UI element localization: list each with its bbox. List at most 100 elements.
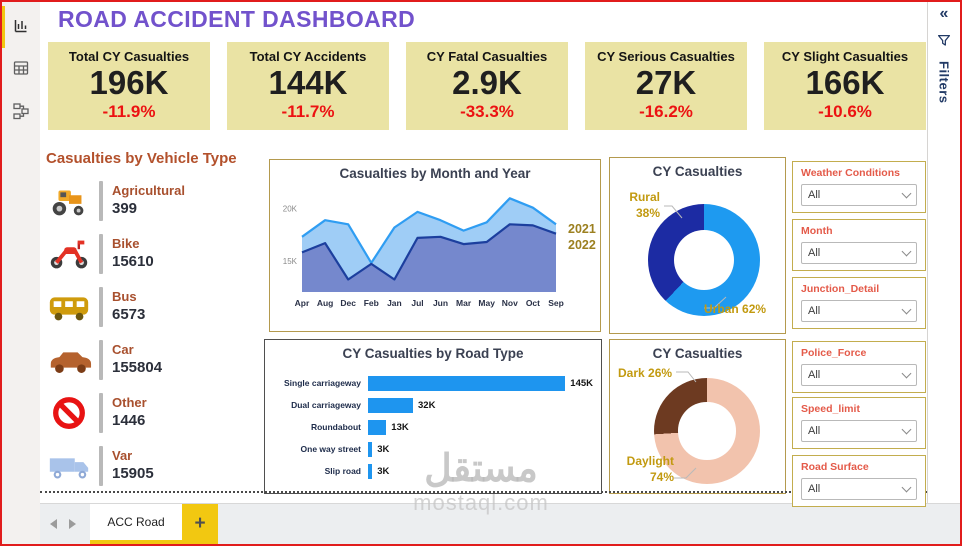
slicer-junction-detail: Junction_Detail All xyxy=(792,277,926,329)
next-page-arrow[interactable] xyxy=(69,519,76,529)
bar-category-label: One way street xyxy=(300,444,361,454)
vehicle-row-car[interactable]: Car 155804 xyxy=(42,333,266,386)
month-year-area-chart-panel[interactable]: Casualties by Month and Year 20K 15K Apr Au… xyxy=(269,159,601,332)
divider xyxy=(99,180,103,221)
kpi-total-cy-casualties[interactable]: Total CY Casualties 196K -11.9% xyxy=(48,42,210,130)
add-page-button[interactable]: + xyxy=(182,504,218,544)
urban-rural-donut[interactable] xyxy=(648,204,760,316)
road-type-bar-chart-panel[interactable]: CY Casualties by Road Type Single carria… xyxy=(264,339,602,494)
slicer-dropdown[interactable]: All xyxy=(801,420,917,442)
slicer-dropdown[interactable]: All xyxy=(801,242,917,264)
chart-title: CY Casualties by Road Type xyxy=(342,346,524,361)
view-sidebar xyxy=(2,2,41,544)
vehicle-row-other[interactable]: Other 1446 xyxy=(42,386,266,439)
vehicle-row-var[interactable]: Var 15905 xyxy=(42,439,266,492)
page-boundary-dotted-line xyxy=(40,491,927,493)
chevron-down-icon xyxy=(901,246,912,257)
kpi-row: Total CY Casualties 196K -11.9% Total CY… xyxy=(48,42,926,130)
vehicle-label: Bus xyxy=(112,288,137,304)
kpi-cy-fatal-casualties[interactable]: CY Fatal Casualties 2.9K -33.3% xyxy=(406,42,568,130)
svg-text:Jan: Jan xyxy=(387,298,402,308)
truck-icon xyxy=(42,450,96,482)
chart-legend: 2021 2022 xyxy=(568,222,596,253)
vehicle-value: 15610 xyxy=(112,252,154,270)
slicer-month: Month All xyxy=(792,219,926,271)
prev-page-arrow[interactable] xyxy=(50,519,57,529)
vehicle-value: 155804 xyxy=(112,358,163,376)
chevron-down-icon xyxy=(901,304,912,315)
divider xyxy=(99,233,103,274)
bar[interactable] xyxy=(368,463,373,479)
divider xyxy=(99,286,103,327)
svg-text:Nov: Nov xyxy=(502,298,518,308)
divider xyxy=(99,392,103,433)
bar-chart: Single carriageway 145K Dual carriageway 32… xyxy=(273,372,593,482)
slicer-dropdown[interactable]: All xyxy=(801,300,917,322)
svg-text:May: May xyxy=(478,298,495,308)
vehicle-value: 15905 xyxy=(112,464,154,482)
tab-acc-road[interactable]: ACC Road xyxy=(90,504,182,544)
data-view-button[interactable] xyxy=(2,52,40,88)
model-view-button[interactable] xyxy=(2,95,40,131)
chevron-down-icon xyxy=(901,368,912,379)
legend-2021: 2021 xyxy=(568,222,596,236)
slicer-dropdown[interactable]: All xyxy=(801,478,917,500)
slicer-police-force: Police_Force All xyxy=(792,341,926,393)
page-title: ROAD ACCIDENT DASHBOARD xyxy=(58,6,416,32)
vehicle-row-agricultural[interactable]: Agricultural 399 xyxy=(42,174,266,227)
divider xyxy=(99,445,103,486)
divider xyxy=(99,339,103,380)
kpi-value: 196K xyxy=(89,64,169,101)
slicer-dropdown[interactable]: All xyxy=(801,364,917,386)
kpi-label: Total CY Casualties xyxy=(68,49,190,64)
chart-title: Casualties by Month and Year xyxy=(339,166,531,181)
svg-text:15K: 15K xyxy=(283,257,298,266)
motorcycle-icon xyxy=(42,238,96,270)
vehicle-row-bus[interactable]: Bus 6573 xyxy=(42,280,266,333)
svg-text:20K: 20K xyxy=(283,205,298,214)
car-icon xyxy=(42,344,96,376)
filter-funnel-icon[interactable] xyxy=(935,32,953,55)
light-condition-donut-panel[interactable]: CY Casualties Dark 26% Daylight 74% xyxy=(609,339,786,494)
donut-label-daylight: Daylight 74% xyxy=(626,454,674,484)
svg-text:Feb: Feb xyxy=(364,298,379,308)
bar[interactable] xyxy=(368,441,373,457)
vehicle-label: Bike xyxy=(112,235,140,251)
bar-value-label: 32K xyxy=(418,399,436,411)
bar[interactable] xyxy=(368,375,566,391)
no-entry-icon xyxy=(42,396,96,430)
report-view-button[interactable] xyxy=(2,6,40,48)
bar-row: Single carriageway 145K xyxy=(273,372,593,394)
area-chart[interactable]: 20K 15K Apr Aug Dec Feb Jan Jul Jun Mar May Nov Oct S… xyxy=(272,184,572,320)
urban-rural-donut-panel[interactable]: CY Casualties Rural 38% Urban 62% xyxy=(609,157,786,334)
slicer-weather-conditions: Weather Conditions All xyxy=(792,161,926,213)
report-canvas: ROAD ACCIDENT DASHBOARD Total CY Casualt… xyxy=(40,2,927,507)
slicer-dropdown[interactable]: All xyxy=(801,184,917,206)
bar[interactable] xyxy=(368,397,413,413)
slicer-label: Month xyxy=(801,225,833,237)
svg-text:Mar: Mar xyxy=(456,298,472,308)
kpi-value: 27K xyxy=(635,64,697,101)
slicer-label: Weather Conditions xyxy=(801,167,900,179)
collapse-pane-button[interactable]: « xyxy=(939,5,949,22)
vehicle-label: Car xyxy=(112,341,134,357)
vehicle-row-bike[interactable]: Bike 15610 xyxy=(42,227,266,280)
svg-text:Jul: Jul xyxy=(411,298,423,308)
filters-rail: « Filters xyxy=(927,2,960,504)
bar[interactable] xyxy=(368,419,387,435)
area-series-2022[interactable] xyxy=(302,224,556,292)
kpi-total-cy-accidents[interactable]: Total CY Accidents 144K -11.7% xyxy=(227,42,389,130)
donut-label-dark: Dark 26% xyxy=(618,366,673,380)
bar-row: Roundabout 13K xyxy=(273,416,593,438)
slicer-label: Police_Force xyxy=(801,347,867,359)
kpi-label: CY Serious Casualties xyxy=(597,49,735,64)
svg-text:Jun: Jun xyxy=(433,298,448,308)
kpi-delta: -16.2% xyxy=(639,101,693,121)
legend-2022: 2022 xyxy=(568,237,596,252)
kpi-cy-slight-casualties[interactable]: CY Slight Casualties 166K -10.6% xyxy=(764,42,926,130)
light-condition-donut[interactable] xyxy=(654,378,760,484)
svg-text:Apr: Apr xyxy=(295,298,310,308)
svg-text:Oct: Oct xyxy=(526,298,540,308)
kpi-cy-serious-casualties[interactable]: CY Serious Casualties 27K -16.2% xyxy=(585,42,747,130)
